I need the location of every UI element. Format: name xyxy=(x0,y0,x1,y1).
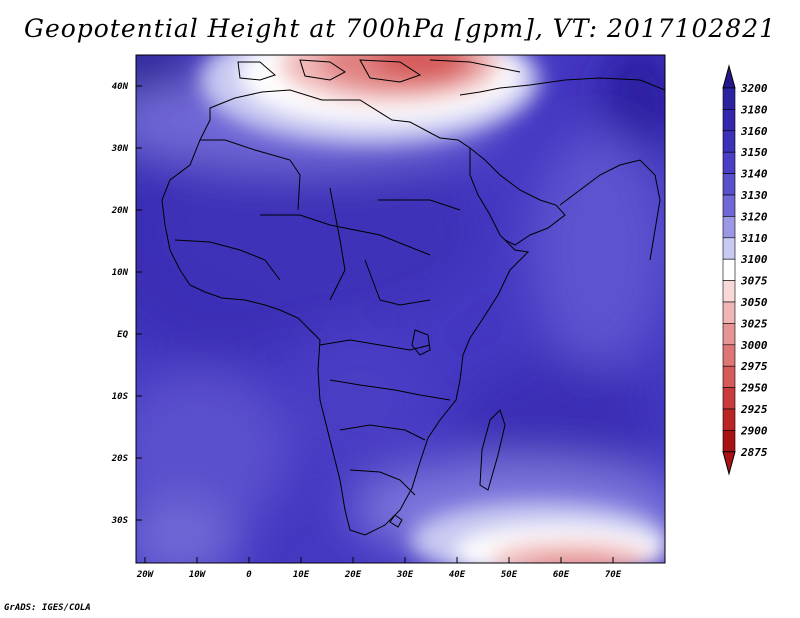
colorbar-label: 3180 xyxy=(740,103,768,116)
colorbar-label: 3130 xyxy=(740,189,768,202)
lon-tick-label: 10E xyxy=(293,570,310,580)
colorbar-label: 3150 xyxy=(740,146,768,159)
longitude-axis: 20W 10W 0 10E 20E 30E 40E 50E 60E 70E xyxy=(136,557,622,580)
lon-tick-label: 40E xyxy=(449,570,466,580)
colorbar-label: 3050 xyxy=(740,296,768,309)
colorbar-bottom-arrow xyxy=(722,451,736,476)
colorbar-swatch xyxy=(722,408,736,431)
lat-tick-label: 10S xyxy=(112,392,129,402)
colorbar-label: 2925 xyxy=(740,403,768,416)
colorbar-swatch xyxy=(722,109,736,132)
colorbar-label: 3100 xyxy=(740,253,768,266)
colorbar-swatch xyxy=(722,173,736,196)
colorbar-swatch xyxy=(722,237,736,260)
lon-tick-label: 70E xyxy=(605,570,622,580)
colorbar-label: 3140 xyxy=(740,168,768,181)
colorbar-swatch xyxy=(722,194,736,217)
colorbar-label: 2950 xyxy=(740,382,768,395)
coastline xyxy=(161,59,665,536)
lon-tick-label: 20E xyxy=(344,570,362,580)
map-frame xyxy=(135,54,666,564)
lat-tick-label: EQ xyxy=(117,330,128,340)
colorbar-label: 3160 xyxy=(740,125,768,138)
colorbar-top-arrow xyxy=(722,64,736,89)
colorbar-swatch xyxy=(722,301,736,324)
colorbar-label: 2975 xyxy=(740,360,768,373)
colorbar-swatch xyxy=(722,258,736,281)
latitude-axis: 40N 30N 20N 10N EQ 10S 20S 30S xyxy=(111,82,142,526)
colorbar-label: 3000 xyxy=(740,339,768,352)
height-field xyxy=(136,55,665,563)
lon-tick-label: 10W xyxy=(189,570,207,580)
lat-tick-label: 10N xyxy=(112,268,129,278)
lon-tick-label: 50E xyxy=(501,570,518,580)
colorbar-swatch xyxy=(722,216,736,239)
lat-tick-label: 30N xyxy=(111,144,129,154)
colorbar-swatch xyxy=(722,365,736,388)
lat-tick-label: 40N xyxy=(112,82,129,92)
colorbar-label: 3110 xyxy=(740,232,768,245)
lon-tick-label: 30E xyxy=(396,570,414,580)
colorbar-swatch xyxy=(722,130,736,153)
lon-tick-label: 20W xyxy=(136,570,155,580)
colorbar-swatch xyxy=(722,87,736,110)
colorbar-swatch xyxy=(722,430,736,453)
colorbar-swatch xyxy=(722,323,736,346)
lat-tick-label: 30S xyxy=(111,516,129,526)
grads-credit: GrADS: IGES/COLA xyxy=(4,603,91,613)
colorbar-label: 2875 xyxy=(740,446,768,459)
colorbar-swatch xyxy=(722,151,736,174)
lon-tick-label: 0 xyxy=(246,570,252,580)
colorbar-swatch xyxy=(722,387,736,410)
lon-tick-label: 60E xyxy=(553,570,570,580)
map-title: Geopotential Height at 700hPa [gpm], VT:… xyxy=(23,14,777,43)
colorbar-swatch xyxy=(722,280,736,303)
colorbar: 3200 3180 3160 3150 3140 3130 3120 3110 3100 3075… xyxy=(722,64,768,476)
colorbar-swatch xyxy=(722,344,736,367)
lat-tick-label: 20N xyxy=(111,206,129,216)
colorbar-label: 3075 xyxy=(740,275,768,288)
colorbar-label: 3025 xyxy=(740,317,768,330)
colorbar-label: 3200 xyxy=(740,82,768,95)
lat-tick-label: 20S xyxy=(111,454,129,464)
colorbar-label: 2900 xyxy=(740,424,768,437)
colorbar-label: 3120 xyxy=(740,210,768,223)
